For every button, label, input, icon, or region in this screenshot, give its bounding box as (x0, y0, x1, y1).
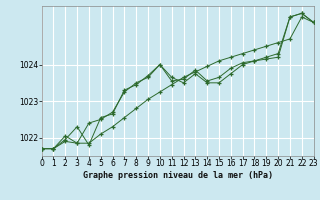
X-axis label: Graphe pression niveau de la mer (hPa): Graphe pression niveau de la mer (hPa) (83, 171, 273, 180)
